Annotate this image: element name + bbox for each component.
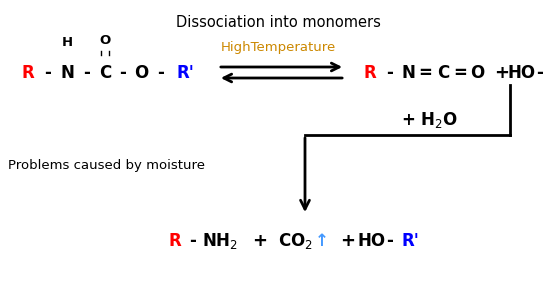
Text: HO: HO [358, 232, 386, 250]
Text: =: = [453, 64, 467, 82]
Text: -: - [83, 64, 91, 82]
Text: -: - [120, 64, 126, 82]
Text: C: C [99, 64, 111, 82]
Text: O: O [134, 64, 148, 82]
Text: +: + [340, 232, 355, 250]
Text: =: = [418, 64, 432, 82]
Text: Dissociation into monomers: Dissociation into monomers [176, 15, 380, 30]
Text: R': R' [176, 64, 194, 82]
Text: R: R [364, 64, 376, 82]
Text: O: O [470, 64, 484, 82]
Text: +: + [252, 232, 267, 250]
Text: CO$_2$: CO$_2$ [277, 231, 312, 251]
Text: C: C [437, 64, 449, 82]
Text: O: O [100, 34, 111, 47]
Text: NH$_2$: NH$_2$ [202, 231, 238, 251]
Text: N: N [60, 64, 74, 82]
Text: N: N [401, 64, 415, 82]
Text: ↑: ↑ [315, 232, 329, 250]
Text: HighTemperature: HighTemperature [220, 41, 336, 54]
Text: HO: HO [508, 64, 536, 82]
Text: + H$_2$O: + H$_2$O [401, 110, 459, 130]
Text: R: R [168, 232, 181, 250]
Text: Problems caused by moisture: Problems caused by moisture [8, 158, 205, 171]
Text: -: - [386, 232, 394, 250]
Text: +: + [494, 64, 509, 82]
Text: R: R [22, 64, 34, 82]
Text: -: - [44, 64, 52, 82]
Text: H: H [61, 36, 73, 49]
Text: -: - [190, 232, 196, 250]
Text: R': R' [401, 232, 419, 250]
Text: -: - [537, 64, 543, 82]
Text: -: - [386, 64, 394, 82]
Text: -: - [157, 64, 165, 82]
